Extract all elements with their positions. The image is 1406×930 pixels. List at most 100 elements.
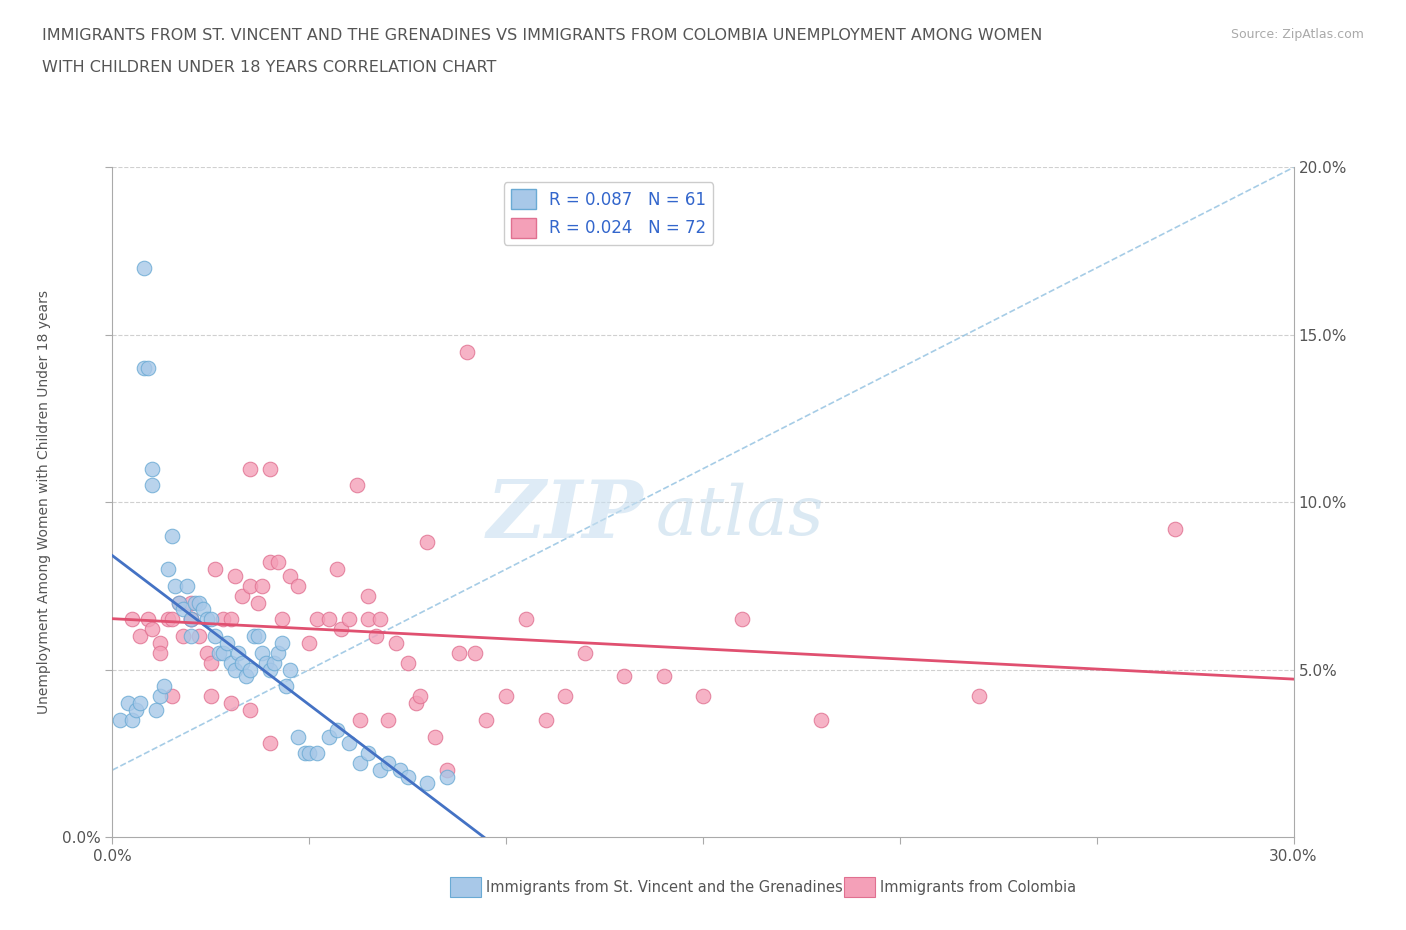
Text: ZIP: ZIP <box>486 477 644 554</box>
Point <box>456 344 478 359</box>
Point <box>132 361 155 376</box>
Point <box>195 645 218 660</box>
Point <box>357 589 380 604</box>
Point <box>270 635 292 650</box>
Point <box>337 736 360 751</box>
Point <box>141 478 163 493</box>
Point <box>377 712 399 727</box>
Text: atlas: atlas <box>655 482 824 549</box>
Point <box>377 756 399 771</box>
Legend: R = 0.087   N = 61, R = 0.024   N = 72: R = 0.087 N = 61, R = 0.024 N = 72 <box>505 182 713 245</box>
Point <box>613 669 636 684</box>
Point <box>160 612 183 627</box>
Point <box>156 612 179 627</box>
Point <box>405 696 427 711</box>
Point <box>125 702 148 717</box>
Point <box>652 669 675 684</box>
Point <box>176 578 198 593</box>
Point <box>141 622 163 637</box>
Point <box>495 689 517 704</box>
Point <box>165 578 187 593</box>
Point <box>231 656 253 671</box>
Point <box>307 612 329 627</box>
Text: WITH CHILDREN UNDER 18 YEARS CORRELATION CHART: WITH CHILDREN UNDER 18 YEARS CORRELATION… <box>42 60 496 75</box>
Point <box>416 776 439 790</box>
Point <box>396 769 419 784</box>
Point <box>200 612 222 627</box>
Point <box>250 645 273 660</box>
Point <box>110 712 132 727</box>
Point <box>267 555 290 570</box>
Point <box>274 679 297 694</box>
Point <box>149 689 172 704</box>
Text: Immigrants from Colombia: Immigrants from Colombia <box>880 880 1076 895</box>
Point <box>534 712 557 727</box>
Point <box>254 656 277 671</box>
Point <box>278 662 301 677</box>
Point <box>228 645 250 660</box>
Point <box>337 612 360 627</box>
Point <box>318 729 340 744</box>
Point <box>247 595 270 610</box>
Point <box>152 679 174 694</box>
Point <box>247 629 270 644</box>
Point <box>156 562 179 577</box>
Point <box>326 723 349 737</box>
Point <box>329 622 352 637</box>
Point <box>195 612 218 627</box>
Point <box>287 578 309 593</box>
Point <box>294 746 316 761</box>
Point <box>408 689 430 704</box>
Point <box>188 595 211 610</box>
Point <box>136 612 159 627</box>
Point <box>416 535 439 550</box>
Point <box>200 656 222 671</box>
Point <box>243 629 266 644</box>
Point <box>298 746 321 761</box>
Point <box>259 736 281 751</box>
Point <box>219 696 242 711</box>
Point <box>219 656 242 671</box>
Point <box>967 689 990 704</box>
Point <box>204 562 226 577</box>
Point <box>235 669 257 684</box>
Point <box>180 629 202 644</box>
Point <box>132 260 155 275</box>
Point <box>267 645 290 660</box>
Point <box>464 645 486 660</box>
Point <box>385 635 408 650</box>
Point <box>169 595 191 610</box>
Point <box>117 696 139 711</box>
Point <box>425 729 447 744</box>
Point <box>219 612 242 627</box>
Point <box>172 629 194 644</box>
Point <box>318 612 340 627</box>
Point <box>239 578 262 593</box>
Point <box>180 612 202 627</box>
Point <box>231 589 253 604</box>
Point <box>149 645 172 660</box>
Point <box>368 763 391 777</box>
Point <box>326 562 349 577</box>
Point <box>475 712 498 727</box>
Y-axis label: Unemployment Among Women with Children Under 18 years: Unemployment Among Women with Children U… <box>37 290 51 714</box>
Point <box>731 612 754 627</box>
Point <box>172 602 194 617</box>
Point <box>191 602 214 617</box>
Point <box>136 361 159 376</box>
Point <box>278 568 301 583</box>
Point <box>129 696 152 711</box>
Point <box>368 612 391 627</box>
Point <box>224 662 246 677</box>
Point <box>145 702 167 717</box>
Point <box>1164 522 1187 537</box>
Point <box>447 645 470 660</box>
Point <box>554 689 576 704</box>
Text: IMMIGRANTS FROM ST. VINCENT AND THE GRENADINES VS IMMIGRANTS FROM COLOMBIA UNEMP: IMMIGRANTS FROM ST. VINCENT AND THE GREN… <box>42 28 1043 43</box>
Point <box>396 656 419 671</box>
Point <box>200 689 222 704</box>
Point <box>287 729 309 744</box>
Point <box>574 645 596 660</box>
Point <box>208 645 231 660</box>
Point <box>388 763 411 777</box>
